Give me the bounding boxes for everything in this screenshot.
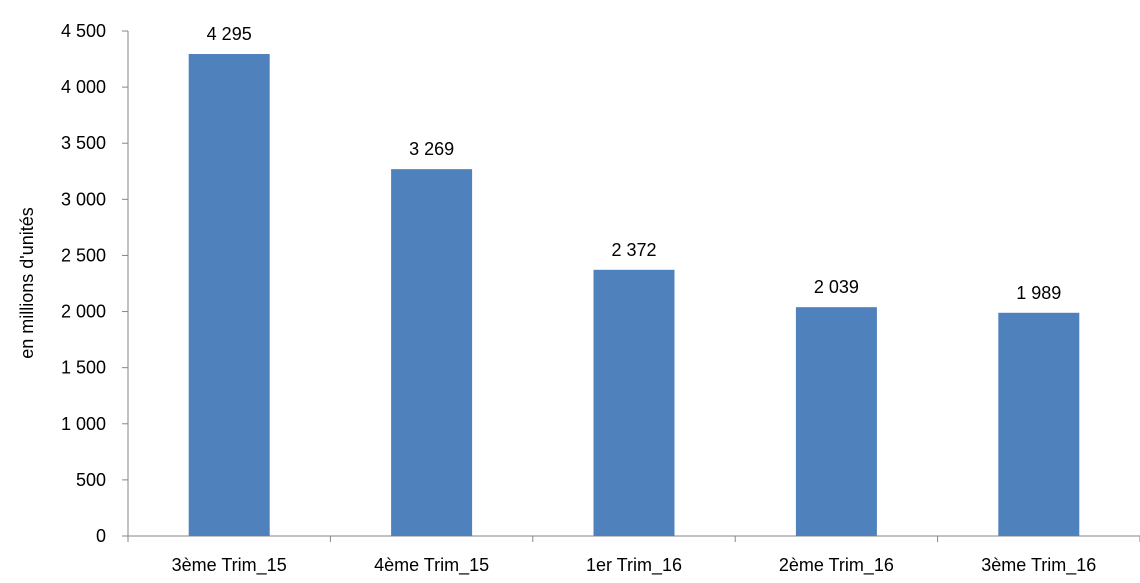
y-tick-label: 500 [76, 470, 106, 490]
y-tick-label: 1 500 [61, 358, 106, 378]
x-category-label: 2ème Trim_16 [779, 555, 894, 576]
data-labels: 4 295 3 269 2 372 2 039 1 989 [207, 24, 1062, 303]
bars [188, 54, 1080, 536]
data-label: 4 295 [207, 24, 252, 44]
data-label: 1 989 [1016, 283, 1061, 303]
y-tick-label: 3 500 [61, 133, 106, 153]
data-label: 2 372 [611, 240, 656, 260]
x-category-label: 3ème Trim_16 [981, 555, 1096, 576]
y-tick-label: 0 [96, 526, 106, 546]
data-label: 2 039 [814, 277, 859, 297]
y-tick-label: 2 500 [61, 245, 106, 265]
y-tick-label: 3 000 [61, 189, 106, 209]
x-category-label: 1er Trim_16 [586, 555, 682, 576]
bar-3 [593, 269, 675, 536]
bar-2 [391, 169, 473, 536]
y-axis-ticks: 0 500 1 000 1 500 2 000 2 500 3 000 3 500 4 000 4… [61, 21, 128, 546]
y-tick-label: 2 000 [61, 302, 106, 322]
x-category-label: 4ème Trim_15 [374, 555, 489, 576]
bar-4 [795, 307, 877, 536]
y-axis-title: en millions d'unités [17, 207, 37, 359]
y-tick-label: 1 000 [61, 414, 106, 434]
y-tick-label: 4 000 [61, 77, 106, 97]
bar-5 [998, 312, 1080, 536]
y-axis-title-group: en millions d'unités [17, 207, 37, 359]
y-tick-label: 4 500 [61, 21, 106, 41]
bar-1 [188, 54, 270, 536]
x-category-label: 3ème Trim_15 [172, 555, 287, 576]
x-axis-labels: 3ème Trim_15 4ème Trim_15 1er Trim_16 2ème … [172, 555, 1097, 576]
data-label: 3 269 [409, 139, 454, 159]
